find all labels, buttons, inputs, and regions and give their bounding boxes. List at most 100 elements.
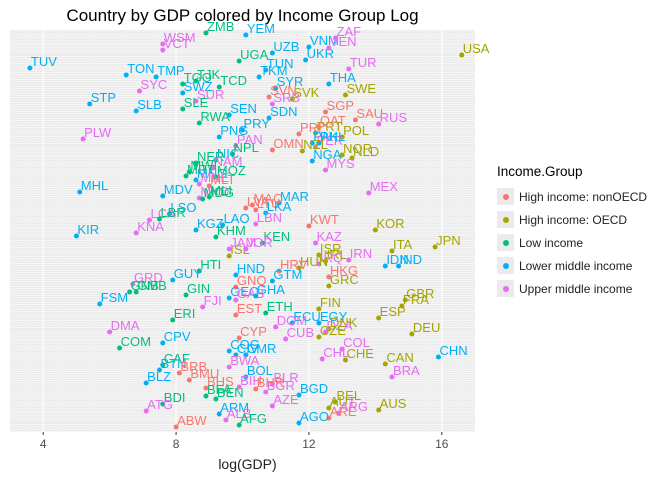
data-label: RUS: [380, 110, 408, 125]
data-point: [249, 202, 255, 208]
legend-items: High income: nonOECD High income: OECD Low…: [497, 185, 672, 300]
data-label: PRI: [300, 120, 322, 135]
data-point: [459, 52, 465, 58]
data-label: GIN: [187, 281, 210, 296]
data-point: [316, 261, 322, 267]
data-point: [263, 389, 269, 395]
chart-title: Country by GDP colored by Income Group L…: [66, 6, 419, 25]
data-point: [399, 303, 405, 309]
data-label: HTI: [200, 257, 221, 272]
data-label: EGY: [320, 309, 348, 324]
data-label: WSM: [164, 30, 196, 45]
data-label: TMP: [157, 63, 184, 78]
data-label: ISL: [230, 242, 250, 257]
data-label: HRV: [280, 257, 308, 272]
data-label: FSM: [101, 290, 128, 305]
data-point: [376, 315, 382, 321]
x-tick-label: 12: [302, 437, 316, 451]
data-label: BTN: [160, 356, 186, 371]
data-point: [253, 293, 259, 299]
data-point: [326, 405, 332, 411]
data-point: [323, 167, 329, 173]
data-label: ITA: [393, 237, 413, 252]
data-point: [259, 240, 265, 246]
legend-key: [497, 211, 514, 228]
data-label: IRQ: [320, 250, 343, 265]
data-point: [226, 246, 232, 252]
data-label: FRA: [403, 292, 429, 307]
data-label: COG: [230, 337, 260, 352]
data-label: MWI: [190, 158, 217, 173]
data-point: [313, 130, 319, 136]
data-label: BRA: [393, 363, 420, 378]
data-point: [180, 90, 186, 96]
data-point: [236, 422, 242, 428]
data-label: BOL: [247, 363, 273, 378]
data-point: [133, 108, 139, 114]
data-label: TUV: [31, 54, 57, 69]
data-point: [216, 134, 222, 140]
data-point: [289, 96, 295, 102]
data-label: PER: [317, 133, 344, 148]
data-label: IDN: [386, 252, 408, 267]
data-point: [153, 74, 159, 80]
data-label: ZAF: [337, 24, 362, 39]
data-label: SVN: [270, 83, 297, 98]
data-point: [253, 386, 259, 392]
data-point: [409, 331, 415, 337]
data-label: KEN: [263, 229, 290, 244]
data-label: MHL: [81, 178, 108, 193]
legend: Income.Group High income: nonOECD High in…: [497, 164, 672, 300]
data-point: [323, 109, 329, 115]
data-label: STP: [91, 90, 116, 105]
data-label: FJI: [204, 293, 222, 308]
data-point: [336, 410, 342, 416]
data-label: SGP: [327, 98, 354, 113]
data-label: GNB: [131, 278, 159, 293]
legend-dot: [502, 262, 509, 269]
data-point: [156, 367, 162, 373]
data-label: BLR: [273, 370, 298, 385]
data-point: [223, 417, 229, 423]
data-point: [243, 352, 249, 358]
data-point: [236, 384, 242, 390]
data-label: HKG: [330, 263, 358, 278]
data-point: [319, 356, 325, 362]
data-point: [233, 272, 239, 278]
data-point: [389, 248, 395, 254]
data-label: BEN: [217, 385, 244, 400]
data-point: [309, 158, 315, 164]
data-point: [342, 357, 348, 363]
data-point: [303, 57, 309, 63]
data-label: ESP: [380, 304, 406, 319]
data-label: AZE: [273, 392, 299, 407]
data-point: [143, 380, 149, 386]
data-label: TUN: [267, 56, 294, 71]
data-point: [253, 221, 259, 227]
data-point: [203, 393, 209, 399]
data-point: [269, 381, 275, 387]
data-label: SLB: [137, 97, 162, 112]
data-label: COL: [343, 335, 370, 350]
data-label: PRT: [317, 119, 343, 134]
data-point: [133, 230, 139, 236]
data-label: MAR: [280, 189, 309, 204]
data-point: [133, 289, 139, 295]
data-label: PNG: [220, 123, 248, 138]
data-point: [316, 320, 322, 326]
data-point: [176, 370, 182, 376]
data-label: COM: [121, 334, 151, 349]
data-label: ECU: [293, 309, 320, 324]
data-point: [160, 41, 166, 47]
data-point: [296, 420, 302, 426]
data-label: HUN: [300, 254, 328, 269]
data-point: [160, 401, 166, 407]
data-point: [276, 200, 282, 206]
data-point: [226, 348, 232, 354]
data-label: CIV: [237, 341, 259, 356]
data-point: [73, 233, 79, 239]
data-point: [206, 183, 212, 189]
data-point: [326, 274, 332, 280]
data-label: DMA: [111, 318, 140, 333]
